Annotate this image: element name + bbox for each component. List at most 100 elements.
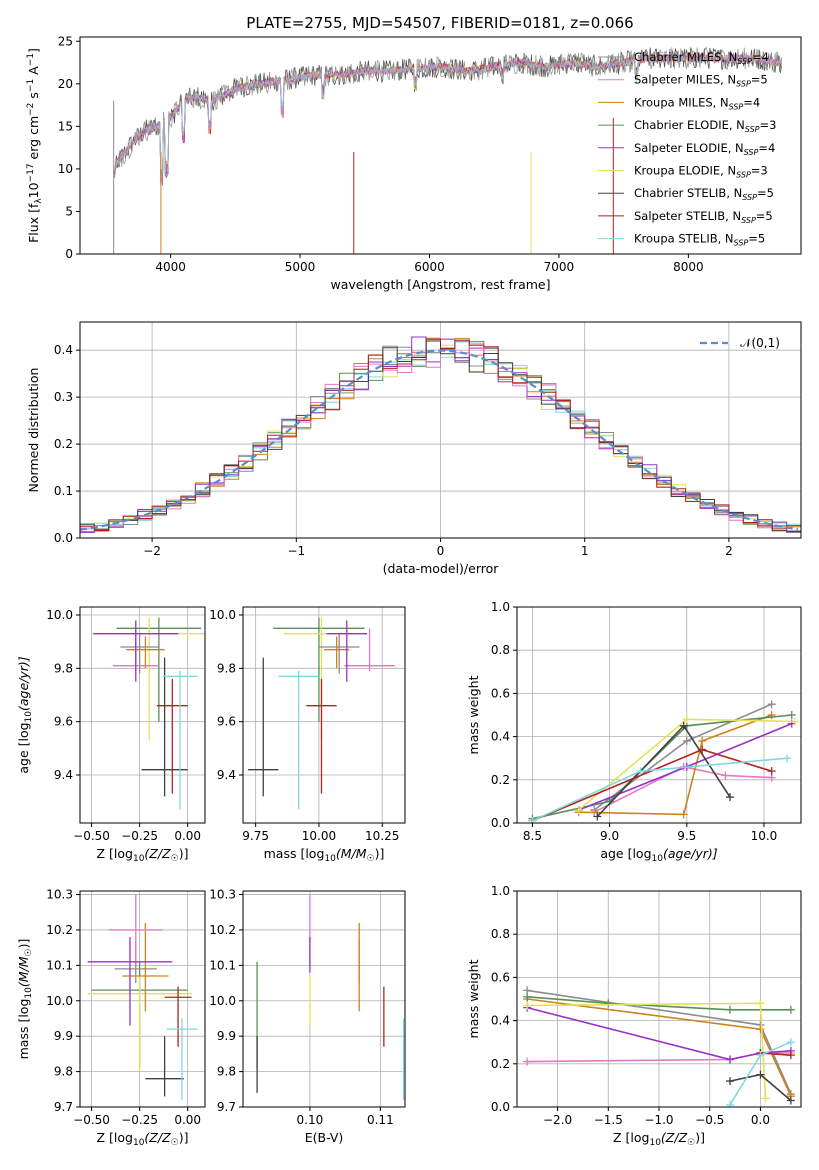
y-tick-label: 0.4 <box>491 730 510 744</box>
y-tick-label: 0.2 <box>491 773 510 787</box>
weight-marker <box>721 771 730 780</box>
y-tick-label: 10.3 <box>46 888 73 902</box>
legend-label-4: Salpeter ELODIE, NSSP=4 <box>634 141 775 157</box>
label-part: Salpeter ELODIE, N <box>634 141 744 155</box>
x-tick-label: 9.75 <box>242 829 269 843</box>
plot-content <box>256 894 405 1100</box>
x-axis-label: Z [log10(Z/Z☉)] <box>613 1130 705 1148</box>
x-axis-label: (data-model)/error <box>383 561 500 576</box>
label-part: SSP <box>741 216 756 225</box>
y-tick-label: 0.4 <box>491 1014 510 1028</box>
label-part: SSP <box>736 171 751 180</box>
label-part: Kroupa STELIB, N <box>634 232 734 246</box>
x-tick-label: 4000 <box>155 260 186 274</box>
y-tick-label: 10.3 <box>209 888 236 902</box>
weight-marker <box>767 700 776 709</box>
plot-content <box>113 46 782 254</box>
legend-label-7: Salpeter STELIB, NSSP=5 <box>634 209 773 225</box>
label-part: =3 <box>751 164 768 178</box>
y-tick-label: 1.0 <box>491 600 510 614</box>
x-axis-label: Z [log10(Z/Z☉)] <box>97 1130 189 1148</box>
axes-frame <box>79 36 802 255</box>
label-part: Flux [f <box>26 203 41 243</box>
y-tick-label: 10.1 <box>209 958 236 972</box>
y-tick-label: 0.1 <box>54 484 73 498</box>
label-part: SSP <box>742 193 757 202</box>
label-part: =3 <box>760 118 777 132</box>
y-tick-label: 10.0 <box>209 608 236 622</box>
weight-marker <box>790 717 799 726</box>
legend-label-0: Chabrier MILES, NSSP=4 <box>634 50 769 66</box>
x-axis-label: Z [log10(Z/Z☉)] <box>97 846 189 864</box>
label-part: )] <box>179 846 189 861</box>
x-tick-label: 0.00 <box>174 1113 201 1127</box>
y-tick-label: 9.4 <box>54 768 73 782</box>
y-tick-label: 9.8 <box>217 1065 236 1079</box>
plot-content <box>248 617 395 810</box>
y-tick-label: 10.0 <box>46 608 73 622</box>
label-part: 10 <box>133 1138 145 1148</box>
x-tick-label: −0.5 <box>695 1113 724 1127</box>
label-part: 10 <box>24 987 34 999</box>
label-part: =5 <box>756 209 773 223</box>
label-part: 10 <box>649 1138 661 1148</box>
weight-marker <box>783 754 792 763</box>
label-part: age [log <box>16 722 31 773</box>
y-tick-label: 9.8 <box>217 661 236 675</box>
y-axis-label: mass [log10(M/M☉)] <box>16 939 34 1060</box>
axes-frame <box>516 606 802 824</box>
weight-marker <box>726 1005 734 1014</box>
x-tick-label: 10.00 <box>302 829 336 843</box>
weight-marker <box>523 1001 532 1010</box>
y-tick-label: 15 <box>58 119 73 133</box>
x-tick-label: 0.00 <box>174 829 201 843</box>
legend-label-5: Kroupa ELODIE, NSSP=3 <box>634 164 768 180</box>
legend-label-3: Chabrier ELODIE, NSSP=3 <box>634 118 776 134</box>
label-part: mass [log <box>264 846 325 861</box>
label-part: age [log <box>600 846 651 861</box>
x-tick-label: 0.11 <box>367 1113 394 1127</box>
weight-marker <box>726 1077 734 1086</box>
plot-area <box>243 607 405 823</box>
y-axis-label: Normed distribution <box>26 368 41 493</box>
weight-marker <box>726 1100 734 1107</box>
y-tick-label: 9.8 <box>54 661 73 675</box>
weight-marker <box>574 806 583 815</box>
x-tick-label: 8000 <box>673 260 704 274</box>
x-axis-label: wavelength [Angstrom, rest frame] <box>330 277 550 292</box>
plot-content <box>528 700 799 823</box>
panel-mass_vs_EBV: 0.10 0.11 9.7 9.8 9.9 10.0 10.1 10.2 10.3 E(B-V) <box>209 888 406 1145</box>
weight-marker <box>786 1005 795 1014</box>
label-part: ☉ <box>687 1138 695 1148</box>
label-part: Chabrier ELODIE, N <box>634 118 745 132</box>
y-tick-label: 0.6 <box>491 970 510 984</box>
plot-area <box>80 891 205 1107</box>
y-tick-label: 9.4 <box>217 768 236 782</box>
legend-label-6: Chabrier STELIB, NSSP=5 <box>634 186 774 202</box>
x-tick-label: 5000 <box>285 260 316 274</box>
label-part: λ <box>34 198 44 204</box>
x-tick-label: 2 <box>725 544 733 558</box>
x-axis-label: mass [log10(M/M☉)] <box>264 846 385 864</box>
y-tick-label: 9.8 <box>54 1065 73 1079</box>
label-part: Chabrier MILES, N <box>634 50 737 64</box>
label-part: Salpeter MILES, N <box>634 73 736 87</box>
x-tick-label: 10.25 <box>365 829 399 843</box>
plot-content <box>87 894 198 1100</box>
hist-step-6 <box>80 340 801 532</box>
spectrum-line-8 <box>113 53 782 179</box>
y-tick-label: 0.4 <box>54 343 73 357</box>
label-part: (M/M <box>16 956 31 987</box>
label-part: )] <box>695 1130 705 1145</box>
weight-marker <box>604 999 613 1008</box>
weight-marker <box>636 767 645 776</box>
label-part: =4 <box>752 50 769 64</box>
label-part: (Z/Z <box>144 1130 171 1145</box>
plot-content <box>91 617 205 810</box>
x-tick-label: −1 <box>287 544 305 558</box>
weight-marker <box>523 1057 532 1066</box>
y-tick-label: 9.6 <box>54 715 73 729</box>
y-tick-label: 0.2 <box>54 437 73 451</box>
panel-age_vs_Z: −0.50 −0.25 0.009.49.69.810.0Z [log10(Z/Z☉… <box>16 606 206 864</box>
